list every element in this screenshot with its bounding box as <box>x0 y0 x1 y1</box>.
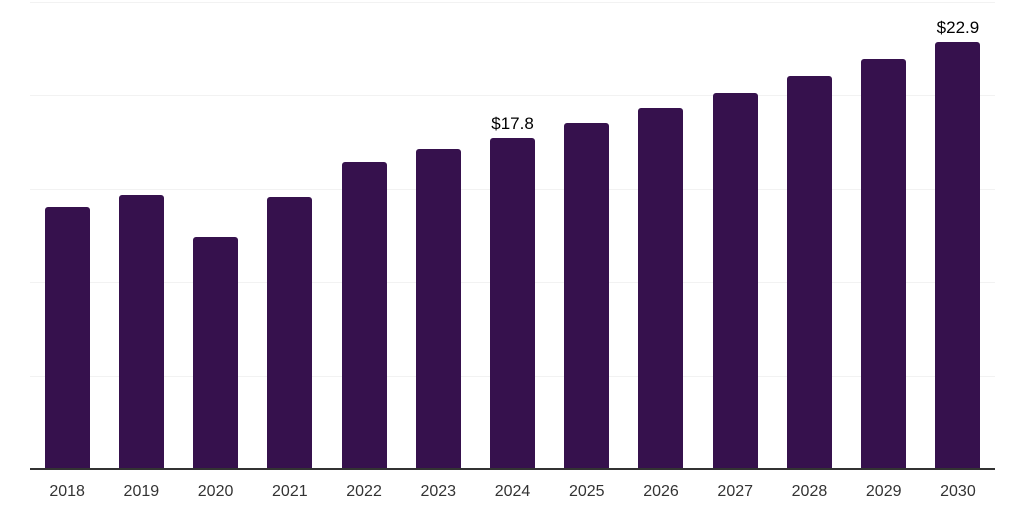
gridline <box>30 95 995 97</box>
bar <box>712 92 758 470</box>
x-axis-tick-label: 2019 <box>123 483 160 500</box>
bar-column <box>327 0 401 470</box>
x-axis-tick-label: 2026 <box>643 483 679 500</box>
bar <box>118 195 164 470</box>
x-axis-tick-label: 2025 <box>568 483 605 500</box>
bar-value-label: $22.9 <box>936 18 980 38</box>
bars: $17.8 $22.9 <box>30 0 995 470</box>
bar-column <box>772 0 846 470</box>
x-axis-tick-label: 2028 <box>791 483 828 500</box>
bar <box>490 137 536 470</box>
bar-column <box>550 0 624 470</box>
x-axis-tick-label: 2030 <box>940 483 976 500</box>
bar-column <box>698 0 772 470</box>
x-axis-tick-label: 2018 <box>49 483 85 500</box>
x-axis-tick-label: 2023 <box>420 483 457 500</box>
x-axis-line <box>30 468 995 470</box>
bar <box>267 197 313 470</box>
bar <box>861 59 907 470</box>
x-axis-tick-label: 2021 <box>272 483 308 500</box>
bar-column <box>401 0 475 470</box>
bar <box>341 161 387 470</box>
bar-column: $22.9 <box>921 0 995 470</box>
bar <box>193 236 239 470</box>
bar-column: $17.8 <box>475 0 549 470</box>
x-axis-tick-label: 2027 <box>717 483 754 500</box>
bar-column <box>178 0 252 470</box>
bar-column <box>30 0 104 470</box>
bar-value-label: $17.8 <box>491 113 534 133</box>
x-axis-labels: 2018 2019 2020 2021 2022 2023 2024 2025 2026 2027… <box>30 470 995 501</box>
bar <box>638 107 684 470</box>
x-axis-tick-label: 2029 <box>865 483 902 500</box>
bar-column <box>104 0 178 470</box>
bar <box>415 148 461 470</box>
bar-column <box>253 0 327 470</box>
bar-column <box>624 0 698 470</box>
bar <box>44 206 90 470</box>
bar-column <box>847 0 921 470</box>
bar <box>564 122 610 470</box>
plot-area: $17.8 $22.9 <box>30 0 995 470</box>
bar <box>786 75 832 470</box>
gridline <box>30 2 995 3</box>
x-axis-tick-label: 2024 <box>494 483 531 500</box>
bar <box>935 42 981 470</box>
x-axis-tick-label: 2020 <box>197 483 234 500</box>
x-axis-tick-label: 2022 <box>346 483 382 500</box>
